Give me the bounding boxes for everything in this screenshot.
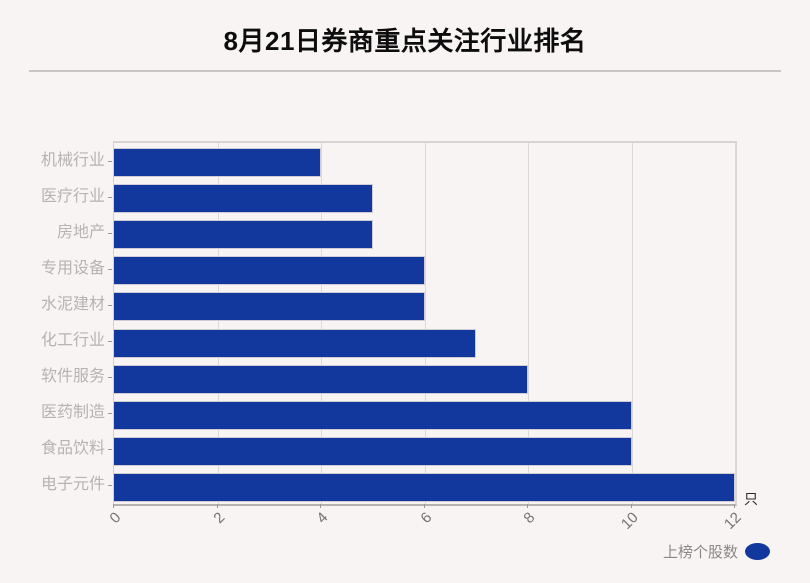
x-tick-label-0: 0 [106,509,125,527]
x-tick-mark-2 [217,504,218,508]
y-axis-label-软件服务: 软件服务 [40,368,105,385]
bar-水泥建材 [114,292,425,322]
y-axis-label-医药制造: 医药制造 [40,404,105,421]
x-tick-mark-0 [113,504,114,508]
y-tick-mark [108,341,112,342]
legend-label: 上榜个股数 [662,544,738,561]
y-tick-mark [108,305,112,306]
x-axis-unit-label: 只 [744,491,758,507]
y-axis-label-化工行业: 化工行业 [40,332,105,349]
title-divider [29,70,781,72]
x-tick-label-10: 10 [618,509,643,533]
y-axis-label-水泥建材: 水泥建材 [40,296,105,313]
bar-机械行业 [114,148,321,177]
y-axis-label-房地产: 房地产 [56,224,105,241]
y-tick-mark [108,485,112,486]
gridline-x-8 [528,143,529,504]
x-tick-mark-6 [424,504,425,508]
y-tick-mark [108,233,112,234]
y-axis-label-机械行业: 机械行业 [40,152,105,169]
bar-专用设备 [114,256,425,286]
y-tick-mark [108,377,112,378]
page-title: 8月21日券商重点关注行业排名 [223,26,587,56]
y-tick-mark [108,161,112,162]
gridline-x-10 [632,143,633,504]
y-axis-label-医疗行业: 医疗行业 [40,188,105,205]
x-tick-label-4: 4 [313,509,332,527]
x-tick-mark-8 [527,504,528,508]
y-tick-mark [108,197,112,198]
x-tick-mark-4 [320,504,321,508]
y-axis-label-电子元件: 电子元件 [40,476,105,493]
x-tick-label-8: 8 [520,509,539,527]
x-tick-label-6: 6 [417,509,436,527]
y-axis-label-专用设备: 专用设备 [40,260,105,277]
y-axis-label-食品饮料: 食品饮料 [40,440,105,457]
bar-化工行业 [114,328,476,358]
bar-房地产 [114,220,373,250]
bar-软件服务 [114,364,528,394]
legend: 上榜个股数 [663,541,770,562]
y-tick-mark [108,269,112,270]
bar-医药制造 [114,400,632,430]
gridline-x-6 [425,143,426,504]
y-tick-mark [108,449,112,450]
legend-marker-ellipse-icon [745,543,770,560]
x-tick-mark-12 [734,504,735,508]
bar-医疗行业 [114,184,373,214]
x-tick-label-2: 2 [210,509,229,527]
plot-area [113,141,737,506]
bar-电子元件 [114,472,735,502]
x-tick-mark-10 [631,504,632,508]
gridline-x-12 [735,143,736,504]
y-tick-mark [108,413,112,414]
bar-食品饮料 [114,436,632,466]
x-tick-label-12: 12 [721,509,746,533]
gridline-x-2 [218,143,219,504]
gridline-x-4 [321,143,322,504]
